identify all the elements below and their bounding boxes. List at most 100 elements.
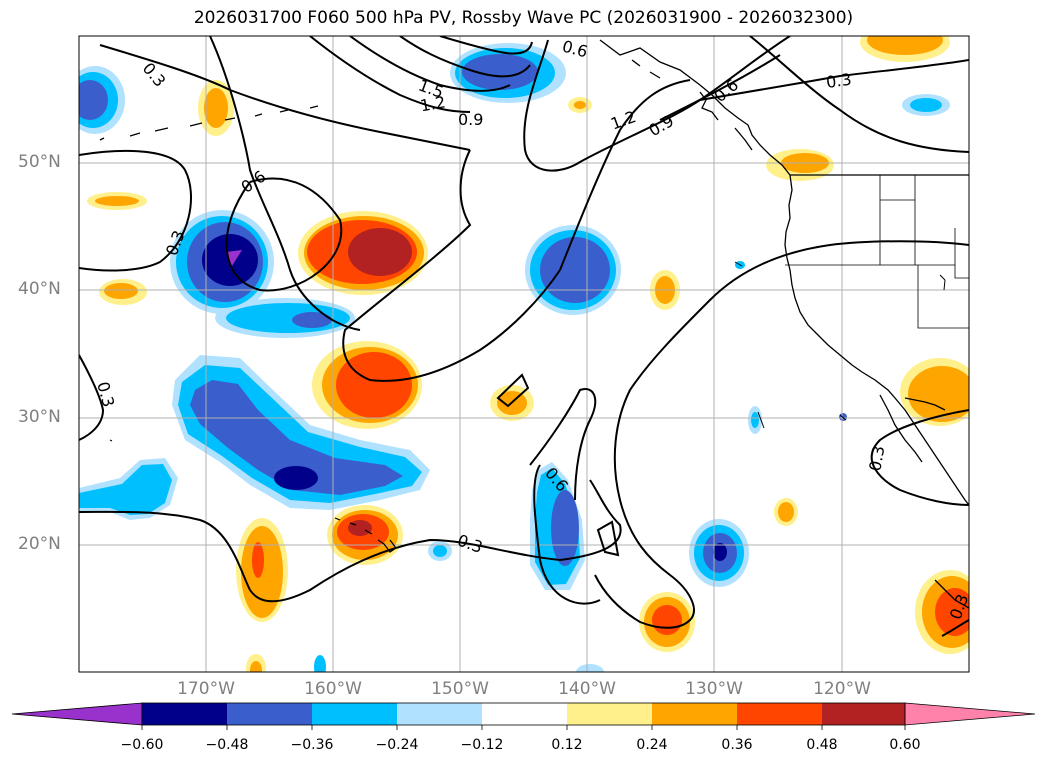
contour-label: 0.3 xyxy=(946,592,973,622)
contour-line xyxy=(79,354,105,441)
lon-label: 170°W xyxy=(177,679,235,699)
lon-label: 130°W xyxy=(685,679,743,699)
lat-label: 50°N xyxy=(18,152,61,172)
colorbar-tick-label: −0.60 xyxy=(120,737,164,753)
anomaly-positive xyxy=(252,542,264,578)
anomaly-negative xyxy=(751,412,759,428)
anomaly-negative xyxy=(190,380,403,495)
west-coast xyxy=(784,174,969,506)
baja-coast xyxy=(879,394,946,463)
contour-line xyxy=(342,149,561,382)
lon-label: 140°W xyxy=(558,679,616,699)
contour-line xyxy=(596,520,620,557)
anomaly-negative xyxy=(462,54,538,90)
colorbar-extend-low xyxy=(11,702,143,726)
colorbar-tick-label: −0.12 xyxy=(460,737,504,753)
colorbar-segment xyxy=(142,703,227,725)
colorbar-tick-label: 0.36 xyxy=(721,737,753,753)
pv-contours xyxy=(79,36,969,637)
anomaly-negative xyxy=(713,543,727,561)
anomaly-positive xyxy=(250,661,262,672)
gridlines xyxy=(79,36,969,672)
contour-line xyxy=(594,240,969,629)
contour-line xyxy=(523,36,791,172)
contour-label: 1.2 xyxy=(419,92,447,115)
contour-label: 0.9 xyxy=(458,110,483,129)
contour-line xyxy=(496,373,530,408)
anomaly-positive xyxy=(95,196,139,206)
contour-line xyxy=(559,79,691,271)
colorbar-tick-label: 0.48 xyxy=(806,737,838,753)
hawaii-islands xyxy=(334,517,397,553)
colorbar xyxy=(11,702,1036,730)
colorbar-tick-label: −0.24 xyxy=(375,737,419,753)
colorbar-segment xyxy=(397,703,482,725)
colorbar-tick-label: −0.36 xyxy=(290,737,334,753)
lon-label: 150°W xyxy=(431,679,489,699)
colorbar-segment xyxy=(312,703,397,725)
contour-line xyxy=(533,464,601,605)
colorbar-segment xyxy=(567,703,652,725)
mexico-coast xyxy=(934,579,969,609)
anomaly-positive xyxy=(348,520,372,536)
anomaly-negative xyxy=(551,490,579,566)
anomaly-negative xyxy=(433,545,447,557)
anomaly-positive xyxy=(867,36,943,55)
state-borders xyxy=(785,175,969,329)
lon-label: 160°W xyxy=(304,679,362,699)
anomaly-negative xyxy=(79,464,172,515)
contour-line xyxy=(399,36,531,78)
contour-line xyxy=(749,36,969,153)
anomaly-positive xyxy=(908,366,969,422)
anomaly-negative xyxy=(540,237,610,303)
anomaly-positive xyxy=(652,605,682,635)
lat-label: 40°N xyxy=(18,279,61,299)
anomaly-negative xyxy=(910,98,942,112)
lon-label: 120°W xyxy=(813,679,871,699)
colorbar-tick-label: 0.24 xyxy=(636,737,668,753)
colorbar-segment xyxy=(652,703,737,725)
anomaly-negative xyxy=(576,664,604,672)
colorbar-tick-label: −0.48 xyxy=(205,737,249,753)
small-islands xyxy=(109,261,946,442)
aleutian-islands xyxy=(99,105,319,141)
anomaly-positive xyxy=(348,228,412,276)
contour-line xyxy=(349,36,511,92)
anomaly-negative xyxy=(292,312,332,328)
contour-line xyxy=(225,177,343,292)
contour-line xyxy=(659,54,781,121)
contour-label: 0.3 xyxy=(825,70,853,92)
contour-label: 0.3 xyxy=(865,444,888,472)
colorbar-segment xyxy=(737,703,822,725)
anomaly-positive xyxy=(204,88,228,128)
colorbar-tick-label: 0.12 xyxy=(551,737,583,753)
colorbar-extend-high xyxy=(904,702,1036,726)
contour-line xyxy=(699,59,969,101)
plot-frame xyxy=(78,35,970,673)
contour-line xyxy=(870,409,969,506)
colorbar-segment xyxy=(227,703,312,725)
anomaly-negative xyxy=(79,80,108,120)
anomaly-negative xyxy=(314,655,326,672)
anomaly-negative xyxy=(226,303,350,333)
contour-line xyxy=(439,36,533,55)
anomaly-positive xyxy=(336,352,412,418)
bc-islands xyxy=(631,59,753,151)
contour-line xyxy=(79,149,192,272)
anomaly-positive xyxy=(574,101,586,109)
lat-label: 30°N xyxy=(18,407,61,427)
anomaly-positive xyxy=(778,502,794,522)
coastlines xyxy=(99,39,969,609)
alaska-coast xyxy=(599,39,791,176)
map-title: 2026031700 F060 500 hPa PV, Rossby Wave … xyxy=(193,8,854,28)
colorbar-segment xyxy=(822,703,905,725)
colorbar-frame xyxy=(141,702,906,726)
contour-line xyxy=(529,388,597,501)
contour-line xyxy=(941,619,969,637)
contour-line xyxy=(79,479,622,603)
colorbar-segment xyxy=(482,703,567,725)
lat-label: 20°N xyxy=(18,534,61,554)
map-plot-area: 0.3 0.6 0.9 1.2 1.5 0.3 0.6 0.9 1.2 0.6 … xyxy=(79,36,973,672)
anomaly-positive xyxy=(104,283,138,299)
